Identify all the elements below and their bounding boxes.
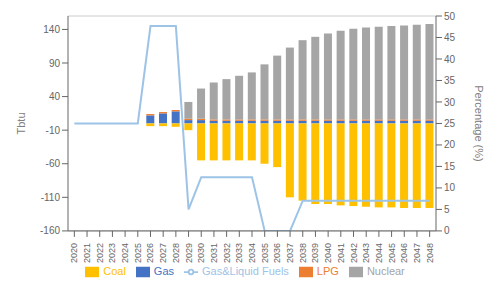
svg-text:2020: 2020 bbox=[69, 243, 79, 263]
svg-text:90: 90 bbox=[49, 58, 61, 69]
svg-text:50: 50 bbox=[444, 11, 456, 22]
svg-text:35: 35 bbox=[444, 75, 456, 86]
svg-text:2032: 2032 bbox=[222, 243, 232, 263]
svg-text:2029: 2029 bbox=[184, 243, 194, 263]
svg-text:Tbtu: Tbtu bbox=[15, 112, 27, 134]
svg-text:5: 5 bbox=[444, 204, 450, 215]
svg-text:20: 20 bbox=[444, 139, 456, 150]
svg-text:-60: -60 bbox=[46, 158, 61, 169]
svg-text:2036: 2036 bbox=[272, 243, 282, 263]
svg-text:45: 45 bbox=[444, 32, 456, 43]
svg-text:2033: 2033 bbox=[234, 243, 244, 263]
svg-text:2037: 2037 bbox=[285, 243, 295, 263]
svg-text:2034: 2034 bbox=[247, 243, 257, 263]
svg-text:2035: 2035 bbox=[260, 243, 270, 263]
svg-text:2030: 2030 bbox=[196, 243, 206, 263]
svg-text:2040: 2040 bbox=[323, 243, 333, 263]
svg-text:-10: -10 bbox=[46, 125, 61, 136]
svg-text:Percentage (%): Percentage (%) bbox=[473, 85, 485, 161]
svg-text:2027: 2027 bbox=[158, 243, 168, 263]
html-text:Gas: Gas bbox=[153, 264, 174, 277]
svg-text:-110: -110 bbox=[41, 192, 61, 203]
svg-text:2048: 2048 bbox=[425, 243, 435, 263]
svg-text:2028: 2028 bbox=[171, 243, 181, 263]
svg-text:2031: 2031 bbox=[209, 243, 219, 263]
svg-text:140: 140 bbox=[43, 24, 60, 35]
svg-text:2046: 2046 bbox=[399, 243, 409, 263]
svg-text:2024: 2024 bbox=[120, 243, 130, 263]
svg-text:2041: 2041 bbox=[336, 243, 346, 263]
svg-text:2044: 2044 bbox=[374, 243, 384, 263]
svg-text:2038: 2038 bbox=[298, 243, 308, 263]
svg-text:2043: 2043 bbox=[361, 243, 371, 263]
svg-text:40: 40 bbox=[444, 54, 456, 65]
svg-text:2023: 2023 bbox=[107, 243, 117, 263]
svg-text:2025: 2025 bbox=[133, 243, 143, 263]
svg-text:2026: 2026 bbox=[145, 243, 155, 263]
svg-text:2042: 2042 bbox=[349, 243, 359, 263]
html-text:Coal: Coal bbox=[103, 264, 126, 277]
html-text:Gas&Liquid Fuels: Gas&Liquid Fuels bbox=[202, 264, 289, 277]
svg-text:2039: 2039 bbox=[310, 243, 320, 263]
svg-text:2047: 2047 bbox=[412, 243, 422, 263]
svg-text:0: 0 bbox=[444, 225, 450, 236]
svg-text:2022: 2022 bbox=[95, 243, 105, 263]
svg-text:10: 10 bbox=[444, 182, 456, 193]
svg-text:25: 25 bbox=[444, 118, 456, 129]
html-text:Nuclear: Nuclear bbox=[366, 264, 405, 277]
svg-text:15: 15 bbox=[444, 161, 456, 172]
svg-text:-160: -160 bbox=[40, 225, 60, 236]
svg-text:30: 30 bbox=[444, 97, 456, 108]
html-text:LPG: LPG bbox=[316, 264, 339, 277]
svg-text:40: 40 bbox=[49, 91, 61, 102]
svg-text:2021: 2021 bbox=[82, 243, 92, 263]
svg-text:2045: 2045 bbox=[387, 243, 397, 263]
